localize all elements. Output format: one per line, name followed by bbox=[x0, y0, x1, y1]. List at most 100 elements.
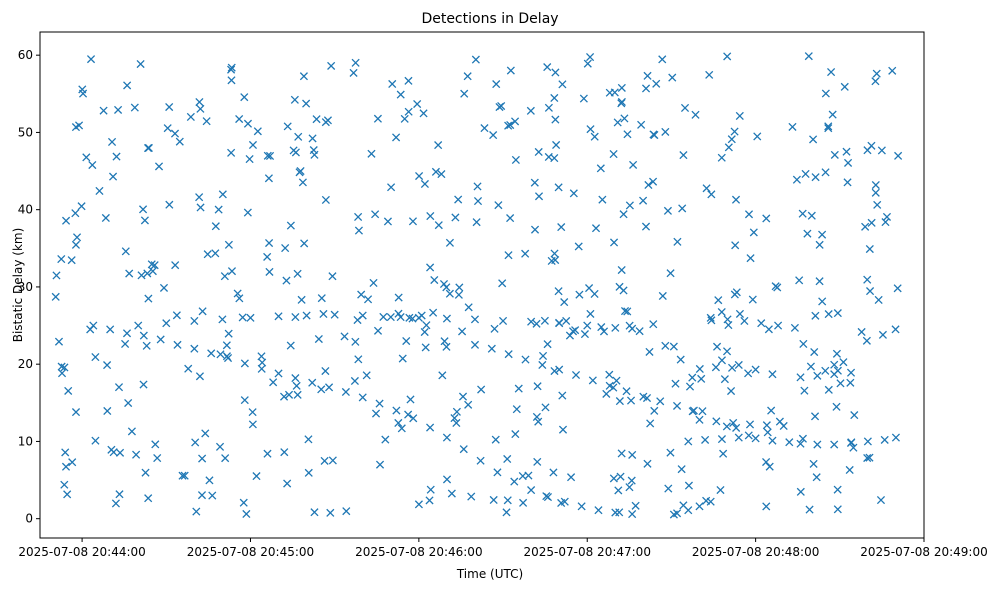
data-point bbox=[406, 395, 415, 404]
data-point bbox=[627, 476, 636, 485]
data-point bbox=[375, 460, 385, 469]
data-point bbox=[91, 353, 100, 362]
data-point bbox=[274, 369, 283, 378]
data-point bbox=[144, 494, 153, 503]
data-point bbox=[827, 67, 836, 77]
data-point bbox=[381, 435, 390, 444]
data-point bbox=[291, 374, 300, 383]
data-point bbox=[765, 462, 774, 471]
data-point bbox=[550, 366, 559, 376]
data-point bbox=[489, 495, 498, 505]
data-point bbox=[596, 164, 605, 173]
data-point bbox=[242, 509, 251, 519]
svg-text:Detections in Delay: Detections in Delay bbox=[421, 11, 558, 27]
x-tick-label: 2025-07-08 20:44:00 bbox=[18, 545, 145, 559]
data-point bbox=[646, 419, 655, 428]
data-point bbox=[803, 229, 812, 238]
data-point bbox=[387, 183, 396, 192]
data-point bbox=[463, 72, 472, 81]
data-point bbox=[458, 327, 467, 336]
data-point bbox=[388, 79, 397, 89]
data-point bbox=[612, 376, 621, 385]
data-point bbox=[669, 510, 678, 519]
data-point bbox=[473, 197, 483, 206]
data-point bbox=[521, 249, 530, 258]
data-point bbox=[833, 366, 842, 375]
data-point bbox=[321, 366, 330, 376]
data-point bbox=[450, 414, 459, 423]
data-point bbox=[504, 350, 513, 359]
data-point bbox=[702, 496, 711, 505]
data-point bbox=[684, 481, 693, 490]
y-tick-label: 50 bbox=[18, 125, 33, 139]
data-point bbox=[871, 77, 880, 86]
data-point bbox=[245, 155, 254, 164]
data-point bbox=[599, 327, 609, 336]
data-point bbox=[628, 450, 637, 459]
data-point bbox=[314, 334, 323, 344]
data-point bbox=[790, 323, 799, 332]
data-point bbox=[60, 363, 69, 372]
data-point bbox=[641, 84, 651, 93]
data-point bbox=[521, 355, 530, 364]
data-point bbox=[281, 244, 290, 253]
data-point bbox=[807, 211, 816, 220]
data-point bbox=[762, 457, 771, 467]
data-point bbox=[386, 313, 395, 322]
data-point bbox=[265, 151, 275, 161]
data-point bbox=[415, 171, 424, 181]
data-point bbox=[195, 193, 204, 202]
data-point bbox=[82, 153, 91, 162]
data-point bbox=[615, 397, 624, 406]
data-point bbox=[533, 457, 542, 466]
data-point bbox=[876, 495, 886, 505]
data-point bbox=[438, 371, 447, 380]
data-point bbox=[162, 319, 171, 328]
data-point bbox=[184, 364, 193, 373]
data-point bbox=[551, 255, 560, 265]
data-point bbox=[763, 428, 772, 437]
data-point bbox=[178, 471, 187, 480]
data-point bbox=[248, 408, 257, 417]
x-tick-label: 2025-07-08 20:49:00 bbox=[860, 545, 987, 559]
data-point bbox=[470, 340, 480, 349]
data-point bbox=[684, 437, 693, 446]
data-point bbox=[734, 433, 743, 442]
data-point bbox=[532, 412, 541, 421]
data-point bbox=[124, 398, 133, 408]
data-point bbox=[828, 110, 837, 119]
data-point bbox=[717, 356, 727, 365]
data-point bbox=[724, 321, 733, 330]
data-point bbox=[506, 120, 515, 130]
data-point bbox=[821, 168, 830, 177]
data-point bbox=[257, 364, 266, 373]
data-point bbox=[362, 371, 371, 380]
data-point bbox=[172, 311, 181, 320]
data-point bbox=[363, 295, 373, 304]
data-point bbox=[429, 308, 438, 317]
data-point bbox=[867, 218, 876, 227]
data-point bbox=[328, 272, 337, 281]
data-point bbox=[688, 407, 697, 416]
data-point bbox=[434, 141, 443, 150]
data-point bbox=[609, 383, 618, 392]
data-point bbox=[454, 290, 463, 299]
data-point bbox=[137, 271, 146, 280]
data-point bbox=[824, 310, 833, 319]
data-point bbox=[298, 178, 307, 187]
data-point bbox=[611, 508, 620, 517]
data-point bbox=[494, 201, 503, 210]
data-point bbox=[240, 359, 249, 368]
y-tick-label: 0 bbox=[25, 512, 33, 526]
data-point bbox=[623, 307, 632, 316]
data-point bbox=[165, 102, 174, 112]
data-point bbox=[404, 410, 413, 419]
data-point bbox=[842, 147, 851, 156]
data-point bbox=[196, 203, 205, 212]
data-point bbox=[554, 287, 563, 296]
data-point bbox=[150, 261, 159, 270]
data-point bbox=[106, 325, 115, 334]
data-point bbox=[420, 179, 429, 189]
data-point bbox=[442, 342, 451, 351]
data-point bbox=[728, 363, 737, 372]
